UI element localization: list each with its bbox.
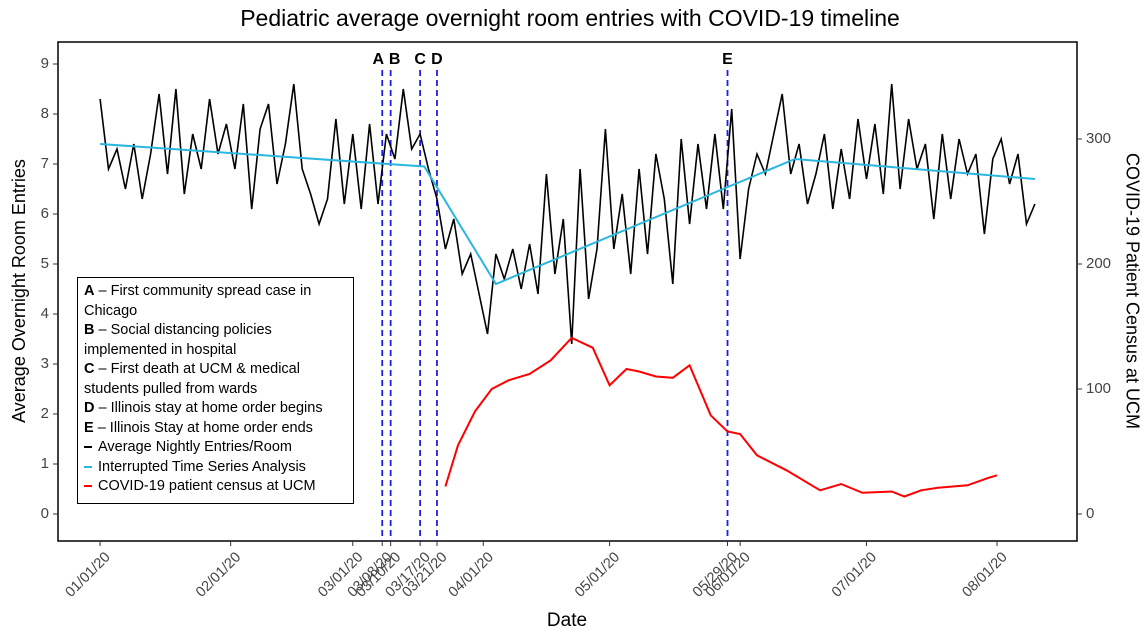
y-tick-label: 5	[41, 255, 49, 272]
y-tick-label: 1	[41, 455, 49, 472]
plot-frame	[57, 41, 1078, 542]
event-letter: B	[389, 51, 401, 68]
legend-swatch	[84, 465, 92, 468]
legend: A – First community spread case in Chica…	[77, 277, 354, 504]
x-axis-label: Date	[547, 610, 587, 631]
event-text: – Social distancing policies implemented…	[84, 322, 272, 358]
y-tick-label: 7	[41, 155, 49, 172]
event-letter: A	[372, 51, 384, 68]
event-letter: B	[84, 322, 95, 338]
x-tick-label: 02/01/20	[193, 549, 244, 600]
x-tick-label: 07/01/20	[829, 549, 880, 600]
legend-event: B – Social distancing policies implement…	[84, 321, 347, 360]
event-letter: D	[84, 400, 95, 416]
y2-tick-label: 0	[1086, 505, 1094, 522]
event-text: – First community spread case in Chicago	[84, 283, 312, 319]
legend-event: A – First community spread case in Chica…	[84, 282, 347, 321]
legend-event: C – First death at UCM & medical student…	[84, 360, 347, 399]
event-letter: C	[84, 361, 95, 377]
legend-swatch	[84, 446, 92, 449]
y-tick-label: 0	[41, 505, 49, 522]
legend-event: D – Illinois stay at home order begins	[84, 399, 347, 419]
y-tick-label: 4	[41, 305, 49, 322]
x-tick-label: 04/01/20	[446, 549, 497, 600]
legend-label: Interrupted Time Series Analysis	[98, 458, 306, 475]
event-text: – Illinois stay at home order begins	[98, 400, 323, 416]
series-line	[444, 336, 998, 498]
y-axis-label: Average Overnight Room Entries	[9, 159, 29, 423]
legend-swatch	[84, 485, 92, 488]
legend-label: Average Nightly Entries/Room	[98, 439, 292, 455]
event-letter: E	[722, 51, 733, 68]
y2-tick-label: 200	[1086, 255, 1111, 272]
event-text: – Illinois Stay at home order ends	[97, 419, 313, 436]
event-letter: A	[84, 283, 95, 299]
y-tick-label: 6	[41, 205, 49, 222]
y2-tick-label: 100	[1086, 380, 1111, 397]
legend-event: E – Illinois Stay at home order ends	[84, 419, 347, 439]
y-tick-label: 9	[41, 55, 49, 72]
y-tick-label: 8	[41, 105, 49, 122]
y2-axis-label: COVID-19 Patient Census at UCM	[1122, 153, 1142, 429]
x-tick-label: 08/01/20	[959, 549, 1010, 600]
series-line	[100, 143, 1035, 286]
y2-tick-label: 300	[1086, 130, 1111, 147]
y-tick-label: 3	[41, 355, 49, 372]
event-letter: E	[84, 419, 94, 436]
event-text: – First death at UCM & medical students …	[84, 361, 300, 397]
y-tick-label: 2	[41, 405, 49, 422]
x-tick-label: 05/01/20	[572, 549, 623, 600]
legend-label: COVID-19 patient census at UCM	[98, 478, 316, 494]
chart-title: Pediatric average overnight room entries…	[240, 5, 900, 31]
event-letter: D	[431, 51, 443, 68]
event-letter: C	[414, 51, 426, 68]
legend-entry: Interrupted Time Series Analysis	[84, 458, 347, 478]
series-line	[99, 83, 1036, 345]
legend-entry: COVID-19 patient census at UCM	[84, 477, 347, 497]
x-tick-label: 01/01/20	[62, 549, 113, 600]
legend-entry: Average Nightly Entries/Room	[84, 438, 347, 458]
